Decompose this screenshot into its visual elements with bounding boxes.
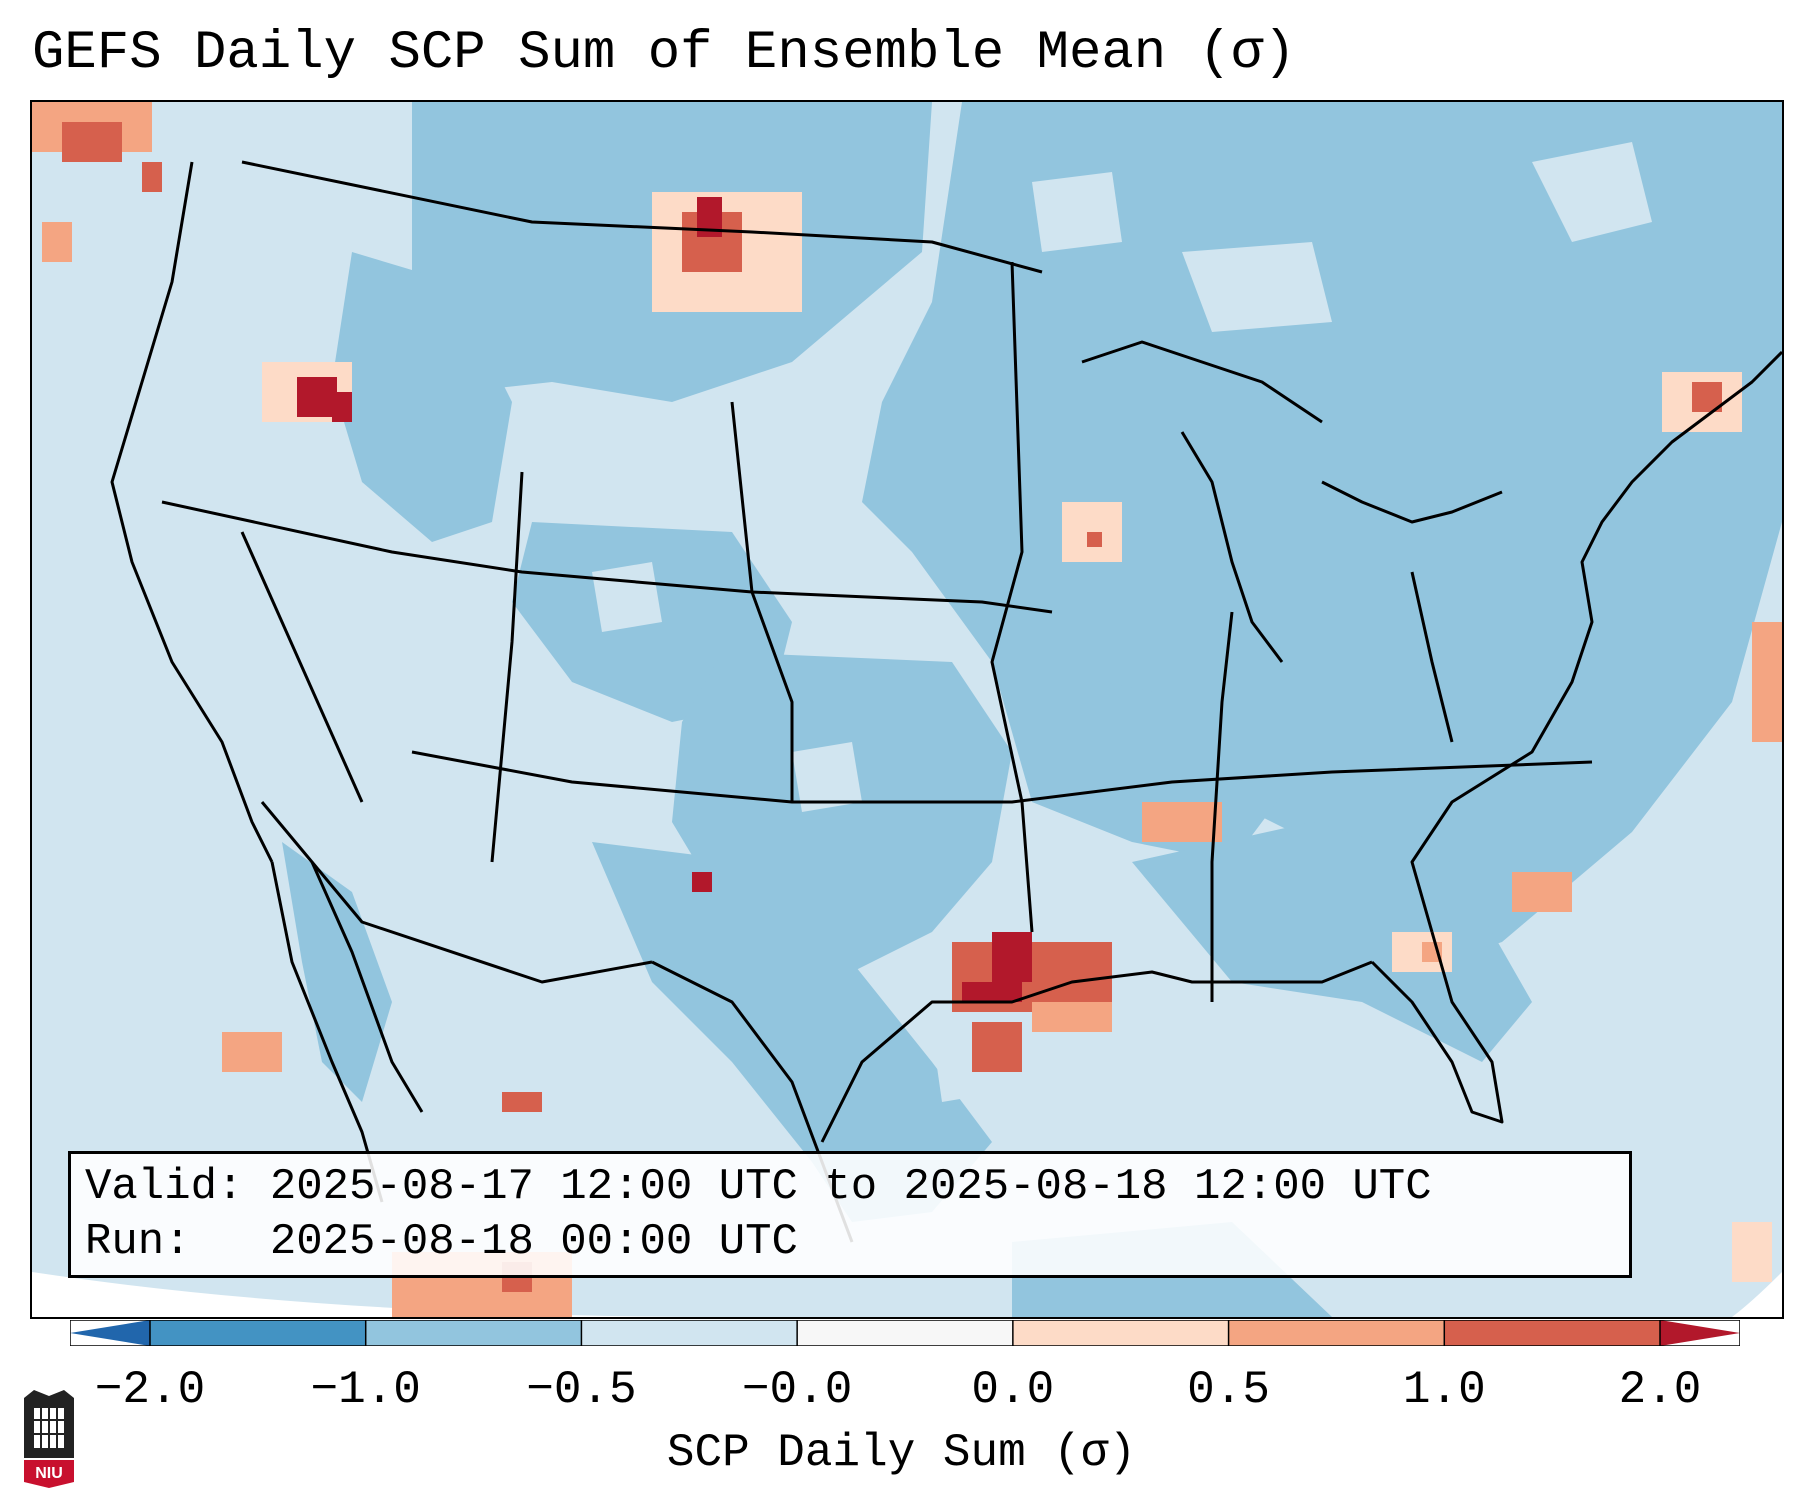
positive-anomaly-areas: [32, 102, 1782, 1317]
chart-title: GEFS Daily SCP Sum of Ensemble Mean (σ): [32, 23, 1296, 84]
colorbar-segment: [797, 1320, 1014, 1346]
colorbar-segment: [581, 1320, 798, 1346]
colorbar: [70, 1320, 1740, 1346]
negative-anomaly-areas: [282, 102, 1782, 1317]
grid-edge-sw: [32, 1272, 732, 1317]
colorbar-label: SCP Daily Sum (σ): [666, 1427, 1137, 1479]
colorbar-tick-label: 1.0: [1402, 1364, 1486, 1416]
light-patches: [592, 142, 1652, 1102]
run-time: Run: 2025-08-18 00:00 UTC: [85, 1217, 798, 1267]
colorbar-tick-label: 0.5: [1187, 1364, 1270, 1416]
colorbar-tick-label: −0.0: [741, 1364, 853, 1416]
niu-logo: NIU: [24, 1390, 74, 1488]
colorbar-segment: [150, 1320, 367, 1346]
colorbar-segment: [1012, 1320, 1230, 1346]
colorbar-tick-label: −1.0: [310, 1364, 421, 1416]
map-canvas: [32, 102, 1782, 1317]
colorbar-extend-high: [1660, 1320, 1740, 1346]
colorbar-segment: [365, 1320, 582, 1346]
grid-edge-se: [1732, 1272, 1782, 1317]
validity-info-box: Valid: 2025-08-17 12:00 UTC to 2025-08-1…: [68, 1151, 1632, 1278]
svg-text:NIU: NIU: [35, 1465, 63, 1482]
valid-time: Valid: 2025-08-17 12:00 UTC to 2025-08-1…: [85, 1162, 1432, 1212]
colorbar-segment: [1444, 1320, 1661, 1346]
colorbar-segment: [1228, 1320, 1445, 1346]
colorbar-extend-low: [70, 1320, 150, 1346]
map-panel: Valid: 2025-08-17 12:00 UTC to 2025-08-1…: [30, 100, 1784, 1319]
colorbar-tick-label: 0.0: [971, 1364, 1055, 1416]
colorbar-tick-label: −0.5: [526, 1364, 637, 1416]
colorbar-tick-label: −2.0: [94, 1364, 206, 1416]
colorbar-tick-label: 2.0: [1618, 1364, 1702, 1416]
